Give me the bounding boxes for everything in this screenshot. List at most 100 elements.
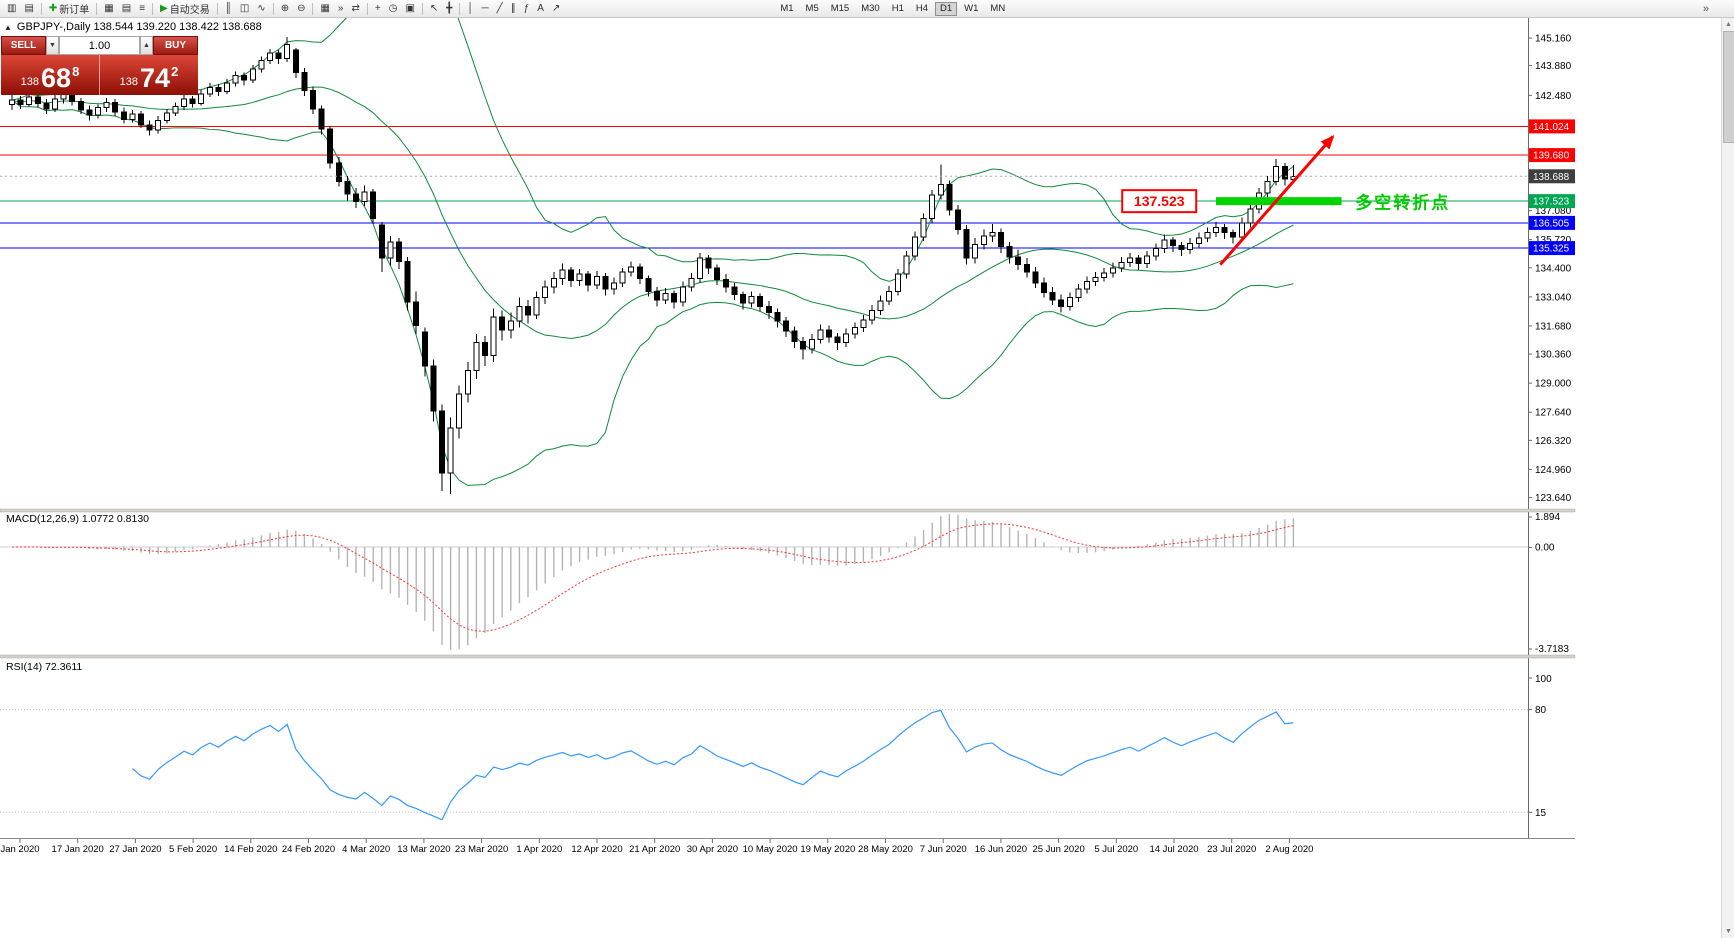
panel-separators[interactable] [0,508,1576,659]
price-tag [1529,148,1575,163]
candlestick-chart-icon: ◫ [239,2,250,14]
price-tag [1529,169,1575,184]
sell-price-point: 8 [72,64,80,79]
timeframe-h4-button[interactable]: H4 [911,2,933,16]
buy-button[interactable]: BUY [153,36,198,55]
toolbar-separator [366,2,368,15]
line-chart-button[interactable]: ∿ [253,1,269,16]
rsi-indicator-panel: RSI(14) 72.3611 100 80 15 [0,661,1552,821]
rsi-axis-label: 100 [1535,674,1552,685]
autotrading-button[interactable]: ▶ 自动交易 [156,1,214,16]
zoom-in-button[interactable]: ⊕ [277,1,293,16]
timeframe-w1-button[interactable]: W1 [959,2,983,16]
toolbar-overflow-button[interactable]: » [1697,2,1715,16]
toolbar-separator [272,2,274,15]
fibonacci-icon: ƒ [523,2,530,14]
price-axis-label: 142.480 [1535,91,1572,102]
new-order-icon: ✚ [48,2,58,14]
trendline-button[interactable]: ╱ [493,1,507,16]
sell-price-pips: 68 [41,63,72,93]
price-axis-label: 134.400 [1535,263,1572,274]
volume-increase-button[interactable]: ▲ [140,36,153,55]
new-order-button[interactable]: ✚ 新订单 [45,1,93,16]
sell-price-display[interactable]: 138 68 8 [1,55,100,95]
time-axis[interactable]: Jan 2020 17 Jan 2020 27 Jan 2020 5 Feb 2020… [0,838,1575,856]
chart-annotations[interactable]: 137.523 多空转折点 [1121,135,1450,266]
periods-button[interactable]: ◷ [385,1,402,16]
vertical-line-button[interactable]: │ [463,1,477,16]
auto-scroll-icon: » [337,2,344,14]
horizontal-line-button[interactable]: ─ [478,1,493,16]
turning-point-text[interactable]: 多空转折点 [1355,193,1450,213]
text-button[interactable]: A [533,1,548,16]
date-label: Jan 2020 [0,844,39,855]
turning-point-zone-bar[interactable] [1216,197,1342,206]
vertical-scrollbar[interactable]: ▲ ▼ [1721,18,1734,938]
bar-chart-button[interactable]: ║ [221,1,236,16]
horizontal-lines[interactable] [0,125,1528,249]
timeframe-h1-button[interactable]: H1 [887,2,909,16]
arrow-tools-icon: ↗ [551,2,561,14]
new-chart-button[interactable]: ▥ [3,1,20,16]
crosshair-icon: ╋ [446,2,453,14]
tile-windows-icon: ▦ [320,2,330,14]
price-tag-label: 136.505 [1533,218,1570,229]
horizontal-line-icon: ─ [481,2,489,14]
buy-price-display[interactable]: 138 74 2 [100,55,198,95]
volume-decrease-button[interactable]: ▼ [46,36,59,55]
navigator-button[interactable]: ≡ [135,1,149,16]
timeframe-m1-button[interactable]: M1 [775,2,798,16]
candlestick-chart-button[interactable]: ◫ [236,1,253,16]
price-label-box[interactable] [1121,189,1198,214]
price-label-box-text: 137.523 [1134,193,1185,209]
auto-scroll-button[interactable]: » [334,1,348,16]
price-axis-label: 135.720 [1535,235,1572,246]
market-watch-button[interactable]: ▦ [100,1,117,16]
equidistant-channel-button[interactable]: ∥ [507,1,520,16]
price-tag-label: 141.024 [1533,122,1570,133]
price-axis-label: 127.640 [1535,408,1572,419]
scrollbar-thumb[interactable] [1723,31,1734,143]
trendline-icon: ╱ [496,2,503,14]
collapse-panel-icon[interactable]: ▲ [4,22,12,32]
price-axis[interactable]: 145.160 143.880 142.480 137.080 135.720 134.4… [1528,18,1575,838]
timeframe-mn-button[interactable]: MN [985,2,1010,16]
tile-windows-button[interactable]: ▦ [316,1,333,16]
date-label: 23 Jul 2020 [1207,844,1256,855]
zoom-out-icon: ⊖ [297,2,306,14]
chart-profiles-icon: ▤ [24,2,34,14]
timeframe-m5-button[interactable]: M5 [801,2,824,16]
date-label: 23 Mar 2020 [455,844,508,855]
date-label: 28 May 2020 [858,844,913,855]
date-label: 25 Jun 2020 [1032,844,1084,855]
autotrading-icon: ▶ [160,2,168,14]
date-label: 14 Jul 2020 [1149,844,1198,855]
price-tag [1529,119,1575,134]
cursor-button[interactable]: ↖ [426,1,442,16]
sell-button[interactable]: SELL [1,36,46,55]
chart-canvas[interactable]: 145.160 143.880 142.480 137.080 135.720 134.4… [0,18,1734,862]
rsi-label: RSI(14) 72.3611 [6,661,82,673]
zoom-out-button[interactable]: ⊖ [293,1,309,16]
timeframe-d1-button[interactable]: D1 [935,1,958,16]
candlestick-series [9,37,1297,495]
fibonacci-button[interactable]: ƒ [520,1,534,16]
templates-icon: ▣ [405,2,415,14]
volume-input[interactable] [59,36,140,55]
chart-profiles-button[interactable]: ▤ [20,1,37,16]
crosshair-button[interactable]: ╋ [442,1,456,16]
trend-arrow[interactable] [1219,135,1335,266]
date-label: 13 Mar 2020 [397,844,450,855]
scroll-up-icon[interactable]: ▲ [1725,21,1732,28]
arrow-tools-button[interactable]: ↗ [548,1,564,16]
macd-axis-label: 0.00 [1535,542,1555,553]
scroll-down-icon[interactable]: ▼ [1725,928,1732,935]
chart-symbol-title: ▲ GBPJPY-,Daily 138.544 139.220 138.422 … [4,21,262,33]
timeframe-m15-button[interactable]: M15 [826,2,854,16]
templates-button[interactable]: ▣ [401,1,418,16]
indicators-button[interactable]: + [371,1,385,16]
data-window-button[interactable]: ▤ [118,1,135,16]
chart-shift-button[interactable]: ⇄ [347,1,363,16]
date-label: 19 May 2020 [800,844,855,855]
timeframe-m30-button[interactable]: M30 [856,2,884,16]
